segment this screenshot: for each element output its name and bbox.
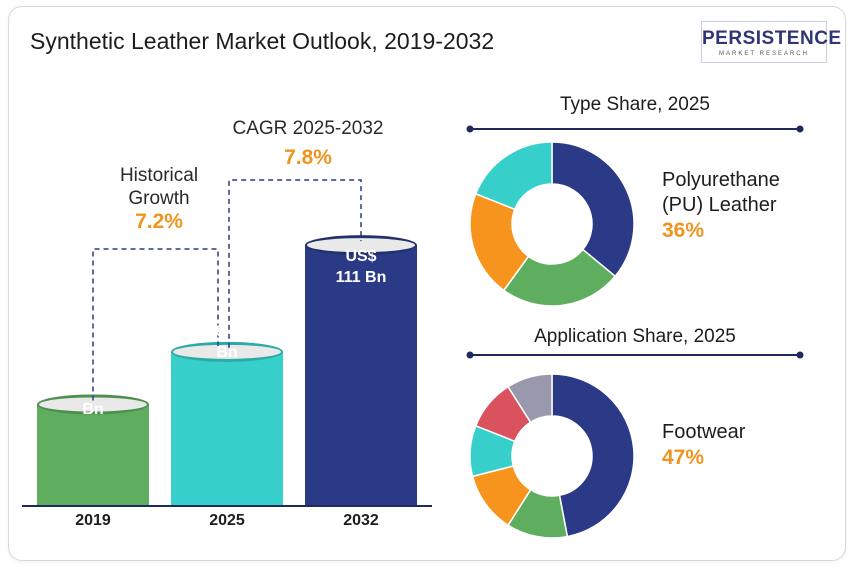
type-share-slice-0 bbox=[551, 141, 635, 278]
type-share-slice-1 bbox=[502, 248, 617, 307]
application-share-highlight: Footwear 47% bbox=[662, 420, 745, 470]
cagr-value: 7.8% bbox=[284, 146, 332, 169]
bar-value-label-2032: US$ 111 Bn bbox=[335, 248, 387, 286]
historical-growth-annotation: Historical Growth 7.2% bbox=[96, 164, 222, 233]
logo-wordmark: PERSISTENCE bbox=[702, 28, 842, 49]
bar-value-label-2019: US$ 43.2 Bn bbox=[59, 380, 127, 418]
application-share-slice-5 bbox=[507, 373, 553, 424]
bar-top-cap-2032 bbox=[307, 238, 415, 253]
bar-top-cap-2025 bbox=[173, 344, 281, 359]
historical-growth-label-line1: Historical bbox=[119, 165, 199, 186]
application-share-slice-0 bbox=[551, 373, 635, 538]
type-share-divider-right-dot bbox=[796, 125, 804, 133]
application-share-divider-left-dot bbox=[466, 351, 474, 359]
type-share-highlight: Polyurethane (PU) Leather 36% bbox=[662, 168, 780, 243]
historical-growth-label-line2: Growth bbox=[128, 188, 190, 209]
x-tick-2032: 2032 bbox=[343, 512, 379, 529]
type-share-title: Type Share, 2025 bbox=[560, 94, 710, 115]
bar-2019 bbox=[37, 404, 149, 506]
type-share-highlight-label: Polyurethane (PU) Leather bbox=[662, 169, 780, 216]
bar-2032 bbox=[305, 245, 417, 506]
type-share-divider-left-dot bbox=[466, 125, 474, 133]
x-tick-2019: 2019 bbox=[75, 512, 111, 529]
x-tick-2025: 2025 bbox=[209, 512, 245, 529]
logo-tagline: MARKET RESEARCH bbox=[719, 51, 809, 57]
chart-title: Synthetic Leather Market Outlook, 2019-2… bbox=[30, 28, 495, 54]
historical-growth-value: 7.2% bbox=[135, 210, 183, 233]
application-share-highlight-label: Footwear bbox=[662, 421, 746, 443]
persistence-logo: PERSISTENCE MARKET RESEARCH bbox=[701, 21, 842, 63]
cagr-connector bbox=[228, 179, 362, 348]
bar-value-label-2025: US$ 65.6 Bn bbox=[193, 323, 261, 361]
application-share-divider-right-dot bbox=[796, 351, 804, 359]
bar-top-cap-2019 bbox=[39, 397, 147, 412]
type-share-highlight-value: 36% bbox=[662, 219, 705, 242]
application-share-title: Application Share, 2025 bbox=[534, 326, 736, 347]
cagr-label: CAGR 2025-2032 bbox=[232, 118, 384, 139]
historical-growth-connector bbox=[92, 248, 219, 401]
cagr-annotation: CAGR 2025-2032 7.8% bbox=[218, 117, 398, 169]
bar-2025 bbox=[171, 351, 283, 506]
application-share-highlight-value: 47% bbox=[662, 446, 705, 469]
type-share-slice-3 bbox=[474, 141, 553, 211]
